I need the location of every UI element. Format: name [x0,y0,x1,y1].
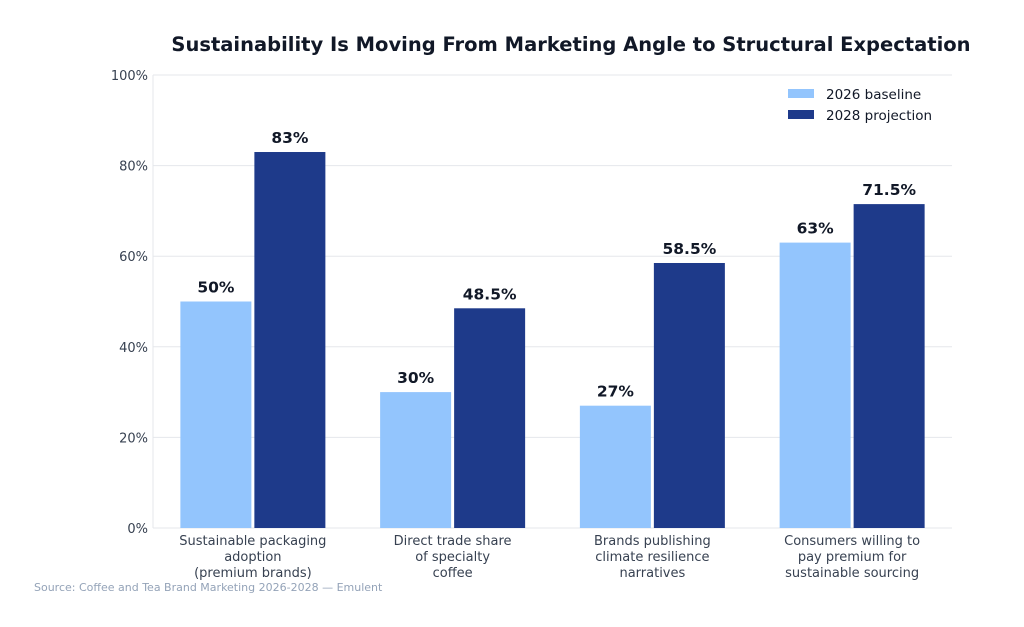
x-tick-label: narratives [619,566,685,581]
x-tick-label: sustainable sourcing [785,566,919,581]
chart-title: Sustainability Is Moving From Marketing … [171,33,970,56]
legend-swatch [788,89,814,98]
bar [779,242,851,529]
x-tick-label: Sustainable packaging [179,534,326,549]
y-tick-label: 60% [119,250,148,265]
legend-label: 2028 projection [826,108,932,124]
x-tick-label: coffee [433,566,473,581]
bar [380,392,452,528]
data-label: 30% [397,369,435,387]
data-label: 83% [271,129,309,147]
y-tick-label: 0% [127,522,148,537]
x-tick-label: Direct trade share [394,534,512,549]
y-tick-label: 40% [119,341,148,356]
data-label: 48.5% [463,285,517,303]
legend-label: 2026 baseline [826,87,921,103]
data-label: 63% [797,220,835,238]
bar [579,405,651,528]
x-tick-label: adoption [224,550,281,565]
x-tick-label: (premium brands) [194,566,312,581]
y-tick-label: 80% [119,160,148,175]
source-note: Source: Coffee and Tea Brand Marketing 2… [34,581,383,594]
x-tick-label: Consumers willing to [784,534,920,549]
data-label: 58.5% [662,240,716,258]
bar [180,301,252,528]
legend-swatch [788,110,814,119]
x-tick-label: Brands publishing [594,534,711,549]
bar [853,204,925,529]
bar [653,262,725,528]
y-tick-label: 100% [111,69,148,84]
data-label: 71.5% [862,181,916,199]
x-tick-label: pay premium for [798,550,907,565]
bar [254,152,326,528]
data-label: 27% [597,383,635,401]
x-tick-label: of specialty [415,550,490,565]
x-tick-label: climate resilience [595,550,709,565]
y-tick-label: 20% [119,431,148,446]
data-label: 50% [197,279,235,297]
bar [454,308,526,528]
